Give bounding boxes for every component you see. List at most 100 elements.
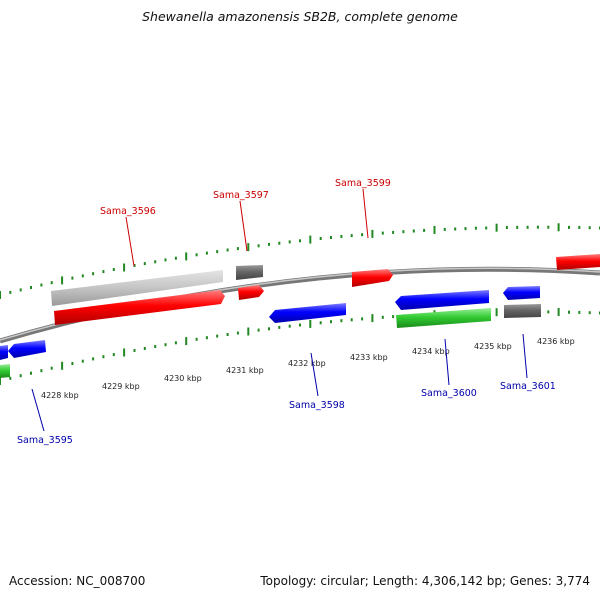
minor-tick [485,226,488,230]
scale-label: 4229 kbp [102,382,140,391]
minor-tick [319,237,322,240]
minor-tick [30,286,32,289]
major-tick [61,361,64,370]
gene-sama-3601-blue[interactable] [503,286,540,300]
minor-tick [92,357,95,361]
minor-tick [92,272,95,276]
minor-tick [454,227,457,231]
accession-text: Accession: NC_008700 [9,574,146,588]
genome-backbone-highlight [0,267,600,341]
gene-label-sama-3598[interactable]: Sama_3598 [289,400,345,411]
gene-sama-3596-red[interactable] [54,290,225,325]
minor-tick [257,328,260,332]
minor-tick [340,319,343,323]
minor-tick [71,276,74,280]
minor-tick [236,331,239,335]
gene-labels-reverse: Sama_3595 Sama_3598 Sama_3600 Sama_3601 [17,333,556,446]
gene-label-sama-3597[interactable]: Sama_3597 [213,190,269,201]
minor-tick [30,371,32,375]
minor-tick [81,359,84,363]
minor-tick [547,225,550,229]
minor-tick [164,258,167,262]
minor-tick [205,251,208,255]
minor-tick [174,341,177,345]
gene-sama-3597-dark-gray[interactable] [236,265,263,280]
minor-tick [381,315,384,319]
minor-tick [164,343,167,347]
minor-tick [505,226,508,229]
scale-labels: 4228 kbp 4229 kbp 4230 kbp 4231 kbp 4232… [41,337,575,400]
minor-tick [578,310,581,314]
outer-tick-row [0,223,600,299]
gene-blue-left-edge[interactable] [0,345,8,360]
minor-tick [299,239,301,243]
minor-tick [361,233,364,237]
gene-green-left-edge[interactable] [0,364,10,378]
minor-tick [9,290,12,294]
map-title: Shewanella amazonensis SB2B, complete ge… [142,9,458,24]
minor-tick [547,310,550,314]
minor-tick [516,225,519,229]
gene-label-sama-3599[interactable]: Sama_3599 [335,178,391,189]
minor-tick [40,283,43,287]
scale-label: 4228 kbp [41,391,79,400]
gene-red-right-edge[interactable] [556,254,600,270]
scale-label: 4234 kbp [412,347,450,356]
minor-tick [154,345,157,348]
gene-label-sama-3601[interactable]: Sama_3601 [500,381,556,392]
minor-tick [226,333,229,336]
major-tick [557,223,560,232]
gene-sama-3598-blue[interactable] [269,303,346,323]
gene-sama-3597-red[interactable] [238,285,264,300]
minor-tick [464,227,467,231]
minor-tick [40,369,43,373]
callout-line-sama-3601 [522,333,528,379]
minor-tick [288,324,291,328]
scale-label: 4233 kbp [350,353,388,362]
minor-tick [216,334,219,338]
minor-tick [195,253,198,257]
callout-line-sama-3595 [31,388,45,432]
minor-tick [340,235,343,238]
scale-label: 4231 kbp [226,366,264,375]
minor-tick [412,229,415,233]
minor-tick [402,230,405,234]
callout-line-sama-3598 [310,352,319,397]
callout-line-sama-3599 [362,188,369,239]
gene-sama-3600-blue[interactable] [395,290,489,310]
minor-tick [257,244,260,248]
major-tick [309,235,312,244]
minor-tick [288,240,291,244]
gene-label-sama-3596[interactable]: Sama_3596 [100,206,156,217]
minor-tick [278,325,281,329]
minor-tick [154,260,157,264]
minor-tick [588,311,591,315]
gene-sama-3599-red[interactable] [352,269,393,287]
minor-tick [443,227,446,231]
minor-tick [381,231,384,235]
gene-sama-3601-dark-gray[interactable] [504,304,541,318]
gene-sama-3596-light-gray[interactable] [51,270,223,306]
gene-sama-3600-green[interactable] [396,308,491,328]
minor-tick [299,323,301,327]
minor-tick [568,225,570,229]
minor-tick [578,226,581,229]
minor-tick [392,315,395,319]
minor-tick [143,347,146,350]
major-tick [371,229,374,238]
minor-tick [361,317,364,321]
minor-tick [474,226,477,230]
minor-tick [143,262,146,266]
gene-sama-3595-blue[interactable] [8,340,46,358]
minor-tick [330,236,332,239]
minor-tick [268,242,270,246]
minor-tick [195,337,198,341]
minor-tick [50,366,53,370]
gene-label-sama-3600[interactable]: Sama_3600 [421,388,477,399]
minor-tick [19,374,22,378]
gene-label-sama-3595[interactable]: Sama_3595 [17,435,73,446]
major-tick [123,263,126,272]
minor-tick [9,376,12,380]
minor-tick [330,320,332,324]
major-tick [61,276,64,285]
